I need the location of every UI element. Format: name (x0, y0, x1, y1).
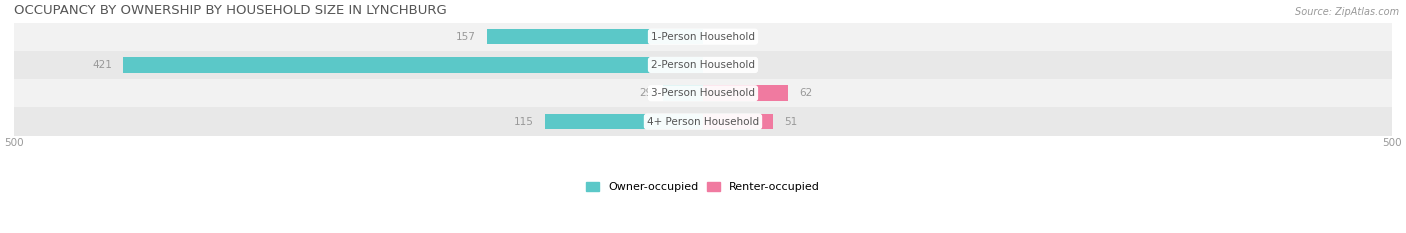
Text: 4+ Person Household: 4+ Person Household (647, 116, 759, 127)
Bar (703, 114, 773, 129)
Text: 157: 157 (456, 32, 475, 42)
Text: 62: 62 (800, 88, 813, 98)
Text: 421: 421 (91, 60, 112, 70)
Text: 115: 115 (513, 116, 533, 127)
Bar (664, 86, 703, 101)
Text: 2-Person Household: 2-Person Household (651, 60, 755, 70)
Text: 29: 29 (638, 88, 652, 98)
Bar (122, 57, 703, 73)
Bar (14, 107, 1392, 136)
Text: 3-Person Household: 3-Person Household (651, 88, 755, 98)
Bar (544, 114, 703, 129)
Bar (14, 79, 1392, 107)
Text: Source: ZipAtlas.com: Source: ZipAtlas.com (1295, 7, 1399, 17)
Text: OCCUPANCY BY OWNERSHIP BY HOUSEHOLD SIZE IN LYNCHBURG: OCCUPANCY BY OWNERSHIP BY HOUSEHOLD SIZE… (14, 4, 447, 17)
Text: 1-Person Household: 1-Person Household (651, 32, 755, 42)
Text: 51: 51 (785, 116, 797, 127)
Legend: Owner-occupied, Renter-occupied: Owner-occupied, Renter-occupied (586, 182, 820, 192)
Text: 0: 0 (714, 60, 720, 70)
Bar (14, 23, 1392, 51)
Bar (703, 86, 789, 101)
Bar (486, 29, 703, 45)
Bar (14, 51, 1392, 79)
Text: 0: 0 (714, 32, 720, 42)
